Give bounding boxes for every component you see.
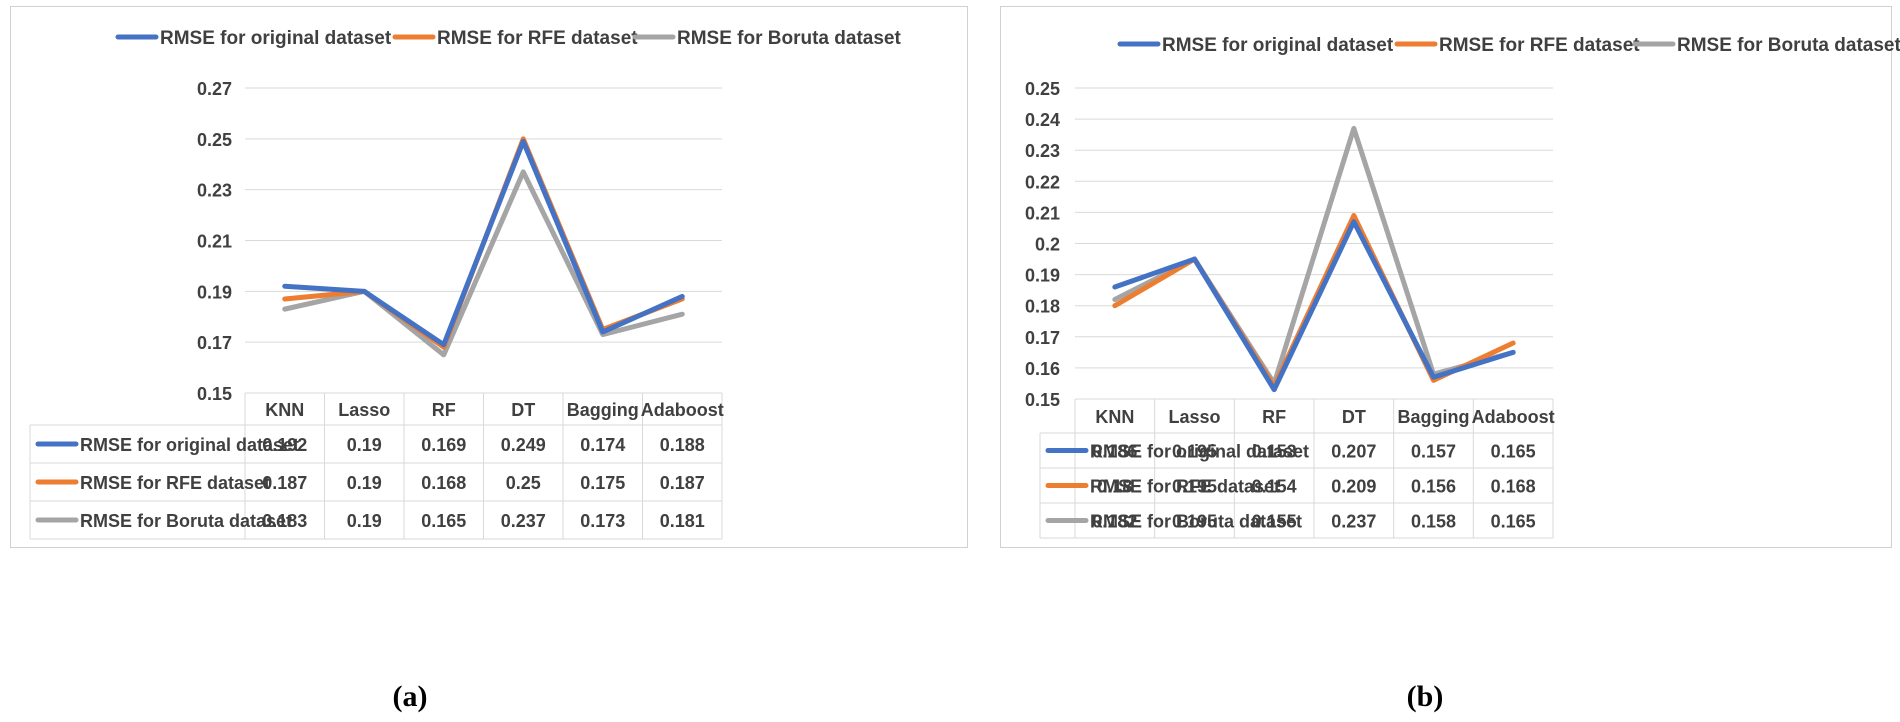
chart-b-cell-1-2: 0.154 — [1252, 477, 1297, 497]
chart-a-cell-1-1: 0.19 — [347, 473, 382, 493]
chart-a-cell-2-2: 0.165 — [421, 511, 466, 531]
chart-b-category-3: DT — [1342, 407, 1366, 427]
caption-a: (a) — [392, 680, 428, 713]
chart-a-ytick-6: 0.15 — [197, 384, 232, 404]
chart-b-ytick-8: 0.17 — [1025, 328, 1060, 348]
chart-b-ytick-7: 0.18 — [1025, 297, 1060, 317]
chart-a-row-label-1: RMSE for RFE dataset — [80, 473, 270, 493]
chart-b-ytick-4: 0.21 — [1025, 203, 1060, 223]
chart-b-cell-0-2: 0.153 — [1252, 442, 1297, 462]
chart-a-cell-1-3: 0.25 — [506, 473, 541, 493]
chart-b-category-4: Bagging — [1398, 407, 1470, 427]
chart-a-category-5: Adaboost — [641, 400, 724, 420]
chart-b-category-5: Adaboost — [1472, 407, 1555, 427]
chart-b-cell-0-5: 0.165 — [1491, 442, 1536, 462]
chart-a-ytick-2: 0.23 — [197, 181, 232, 201]
chart-a-cell-1-0: 0.187 — [262, 473, 307, 493]
chart-a-cell-0-2: 0.169 — [421, 435, 466, 455]
chart-b-ytick-10: 0.15 — [1025, 390, 1060, 410]
chart-b-cell-2-2: 0.155 — [1252, 512, 1297, 532]
chart-b-ytick-2: 0.23 — [1025, 141, 1060, 161]
chart-b-cell-0-0: 0.186 — [1092, 442, 1137, 462]
chart-b-cell-1-5: 0.168 — [1491, 477, 1536, 497]
chart-b-ytick-1: 0.24 — [1025, 110, 1060, 130]
chart-b-ytick-3: 0.22 — [1025, 172, 1060, 192]
chart-a-cell-0-3: 0.249 — [501, 435, 546, 455]
chart-a-cell-2-4: 0.173 — [580, 511, 625, 531]
chart-b-ytick-9: 0.16 — [1025, 359, 1060, 379]
chart-b-legend-label-0: RMSE for original dataset — [1162, 35, 1394, 56]
chart-b-category-1: Lasso — [1168, 407, 1220, 427]
chart-a-ytick-0: 0.27 — [197, 79, 232, 99]
chart-a-ytick-1: 0.25 — [197, 130, 232, 150]
chart-a-category-4: Bagging — [567, 400, 639, 420]
chart-a-cell-2-3: 0.237 — [501, 511, 546, 531]
chart-a-category-3: DT — [511, 400, 535, 420]
chart-a-cell-0-4: 0.174 — [580, 435, 625, 455]
chart-a-cell-2-1: 0.19 — [347, 511, 382, 531]
chart-b-row-label-0: RMSE for original dataset — [1090, 442, 1309, 462]
chart-a-cell-2-0: 0.183 — [262, 511, 307, 531]
chart-b-cell-0-1: 0.195 — [1172, 442, 1217, 462]
chart-a-category-2: RF — [432, 400, 456, 420]
chart-a-row-label-2: RMSE for Boruta dataset — [80, 511, 292, 531]
chart-b-cell-1-3: 0.209 — [1331, 477, 1376, 497]
chart-a-legend-label-1: RMSE for RFE dataset — [437, 28, 638, 49]
chart-b-category-2: RF — [1262, 407, 1286, 427]
chart-b-cell-2-5: 0.165 — [1491, 512, 1536, 532]
chart-b-ytick-0: 0.25 — [1025, 79, 1060, 99]
chart-a-ytick-5: 0.17 — [197, 333, 232, 353]
chart-b-row-label-2: RMSE for Boruta dataset — [1090, 512, 1302, 532]
chart-a-category-0: KNN — [265, 400, 304, 420]
chart-a-legend-label-2: RMSE for Boruta dataset — [677, 28, 901, 49]
chart-b-series-line-0 — [1112, 219, 1516, 393]
chart-a-ytick-3: 0.21 — [197, 232, 232, 252]
chart-a-cell-1-5: 0.187 — [660, 473, 705, 493]
chart-a-legend-label-0: RMSE for original dataset — [160, 28, 392, 49]
chart-b-cell-2-3: 0.237 — [1331, 512, 1376, 532]
chart-a-row-label-0: RMSE for original dataset — [80, 435, 299, 455]
chart-a-cell-0-5: 0.188 — [660, 435, 705, 455]
chart-b-series-line-2 — [1112, 125, 1516, 386]
chart-b-cell-1-1: 0.195 — [1172, 477, 1217, 497]
chart-a-cell-2-5: 0.181 — [660, 511, 705, 531]
chart-b-cell-0-3: 0.207 — [1331, 442, 1376, 462]
chart-a-category-1: Lasso — [338, 400, 390, 420]
chart-b-row-label-1: RMSE for RFE dataset — [1090, 477, 1280, 497]
caption-b: (b) — [1406, 680, 1444, 713]
chart-a-cell-0-0: 0.192 — [262, 435, 307, 455]
chart-b-legend-label-1: RMSE for RFE dataset — [1439, 35, 1640, 56]
chart-b-legend-label-2: RMSE for Boruta dataset — [1677, 35, 1900, 56]
chart-b-cell-2-0: 0.182 — [1092, 512, 1137, 532]
chart-a-frame — [10, 6, 968, 548]
chart-b-cell-2-4: 0.158 — [1411, 512, 1456, 532]
chart-a-ytick-4: 0.19 — [197, 282, 232, 302]
chart-a-cell-1-4: 0.175 — [580, 473, 625, 493]
chart-a-cell-1-2: 0.168 — [421, 473, 466, 493]
chart-b-ytick-5: 0.2 — [1035, 235, 1060, 255]
chart-b-ytick-6: 0.19 — [1025, 266, 1060, 286]
chart-b-cell-1-4: 0.156 — [1411, 477, 1456, 497]
chart-b-category-0: KNN — [1095, 407, 1134, 427]
chart-a-series-line-0 — [282, 138, 685, 348]
chart-b-cell-1-0: 0.18 — [1097, 477, 1132, 497]
chart-a-cell-0-1: 0.19 — [347, 435, 382, 455]
chart-b-cell-2-1: 0.195 — [1172, 512, 1217, 532]
chart-b-cell-0-4: 0.157 — [1411, 442, 1456, 462]
